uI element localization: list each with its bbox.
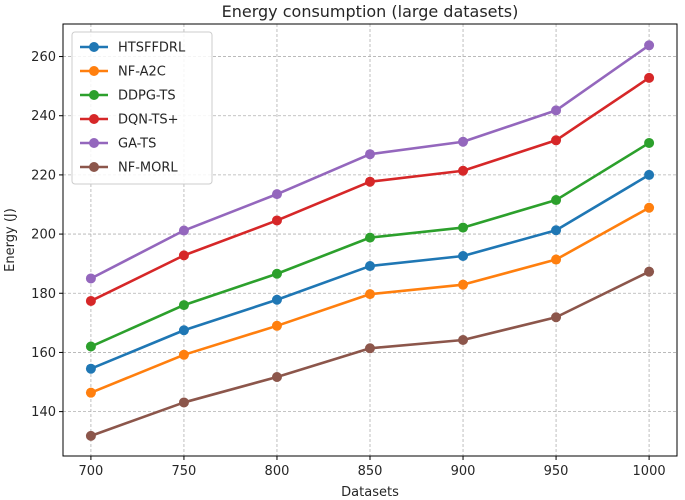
data-point-nf-a2c: [365, 289, 375, 300]
data-point-nf-morl: [271, 371, 282, 382]
ticks-layer: 700 750 800 850 900 950 1000 140 160 180 200 220 240…: [31, 50, 665, 479]
y-tick-label: 220: [31, 168, 56, 183]
legend-label: DDPG-TS: [118, 89, 176, 104]
legend-marker: [89, 66, 99, 76]
legend-item-ddpg-ts: DDPG-TS: [80, 89, 176, 104]
legend-marker: [89, 162, 99, 172]
legend-item-dqn-ts: DQN-TS+: [80, 113, 179, 128]
data-point-ddpg-ts: [85, 341, 96, 352]
data-point-nf-a2c: [271, 320, 282, 331]
data-point-htsffdrl: [85, 363, 96, 374]
legend-label: HTSFFDRL: [118, 41, 186, 56]
data-point-htsffdrl: [551, 225, 562, 236]
series-ga-ts: [85, 40, 655, 284]
series-nf-morl: [85, 266, 655, 441]
data-point-nf-morl: [458, 335, 469, 346]
data-point-htsffdrl: [178, 325, 189, 336]
data-point-nf-a2c: [178, 349, 189, 360]
data-point-nf-a2c: [551, 254, 562, 265]
series-ddpg-ts: [85, 137, 655, 352]
data-point-ga-ts: [178, 225, 189, 236]
data-point-nf-morl: [644, 266, 655, 277]
x-axis-label: Datasets: [341, 485, 399, 500]
x-tick-label: 800: [265, 464, 290, 479]
legend-label: NF-A2C: [118, 65, 166, 80]
y-tick-label: 240: [31, 109, 56, 124]
data-point-ga-ts: [458, 136, 469, 147]
legend-label: GA-TS: [118, 137, 156, 152]
x-tick-label: 950: [544, 464, 569, 479]
legend-marker: [89, 138, 99, 148]
x-tick-label: 1000: [633, 464, 666, 479]
legend-label: NF-MORL: [118, 161, 178, 176]
x-tick-label: 700: [78, 464, 103, 479]
data-point-ga-ts: [271, 189, 282, 200]
data-point-dqn-ts: [644, 72, 655, 83]
data-point-htsffdrl: [458, 250, 469, 261]
y-tick-label: 160: [31, 346, 56, 361]
x-tick-label: 850: [358, 464, 383, 479]
data-point-htsffdrl: [644, 169, 655, 180]
legend: HTSFFDRL NF-A2C DDPG-TS DQN-TS+ GA-TS NF-MORL: [71, 31, 213, 185]
x-tick-label: 900: [451, 464, 476, 479]
data-point-nf-morl: [178, 397, 189, 408]
data-point-nf-a2c: [85, 387, 96, 398]
y-tick-label: 140: [31, 405, 56, 420]
legend-marker: [89, 42, 99, 52]
data-point-ga-ts: [551, 105, 562, 116]
data-point-htsffdrl: [365, 261, 375, 272]
y-tick-label: 200: [31, 228, 56, 243]
data-point-nf-a2c: [644, 202, 655, 213]
data-point-ddpg-ts: [178, 300, 189, 311]
data-point-ddpg-ts: [644, 137, 655, 148]
x-tick-label: 750: [172, 464, 197, 479]
data-point-dqn-ts: [365, 176, 375, 187]
series-htsffdrl: [85, 169, 655, 374]
data-point-ddpg-ts: [271, 268, 282, 279]
data-point-ga-ts: [85, 273, 96, 284]
data-point-dqn-ts: [85, 295, 96, 306]
data-point-dqn-ts: [458, 165, 469, 176]
legend-label: DQN-TS+: [118, 113, 179, 128]
y-tick-label: 260: [31, 50, 56, 65]
data-point-ga-ts: [365, 149, 375, 160]
legend-item-nf-a2c: NF-A2C: [80, 65, 166, 80]
data-point-nf-a2c: [458, 279, 469, 290]
series-layer: [85, 40, 655, 441]
y-axis-label: Energy (J): [3, 208, 18, 272]
data-point-dqn-ts: [271, 215, 282, 226]
series-nf-a2c: [85, 202, 655, 398]
legend-marker: [89, 90, 99, 100]
data-point-nf-morl: [365, 343, 375, 354]
legend-marker: [89, 114, 99, 124]
legend-item-htsffdrl: HTSFFDRL: [80, 41, 186, 56]
chart-title: Energy consumption (large datasets): [222, 2, 519, 21]
legend-item-nf-morl: NF-MORL: [80, 161, 178, 176]
data-point-ga-ts: [644, 40, 655, 51]
data-point-dqn-ts: [178, 250, 189, 261]
data-point-nf-morl: [551, 312, 562, 323]
series-dqn-ts: [85, 72, 655, 306]
data-point-ddpg-ts: [551, 195, 562, 206]
legend-item-ga-ts: GA-TS: [80, 137, 156, 152]
data-point-dqn-ts: [551, 135, 562, 146]
y-tick-label: 180: [31, 287, 56, 302]
data-point-htsffdrl: [271, 294, 282, 305]
data-point-ddpg-ts: [458, 222, 469, 233]
data-point-nf-morl: [85, 430, 96, 441]
data-point-ddpg-ts: [365, 232, 375, 243]
